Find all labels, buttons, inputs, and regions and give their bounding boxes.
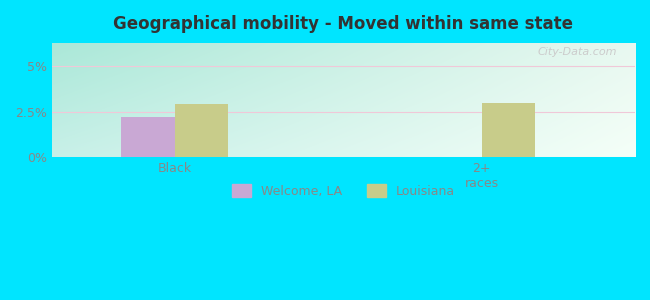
Title: Geographical mobility - Moved within same state: Geographical mobility - Moved within sam… <box>113 15 573 33</box>
Bar <box>175 104 228 157</box>
Legend: Welcome, LA, Louisiana: Welcome, LA, Louisiana <box>227 179 460 202</box>
Bar <box>121 117 175 157</box>
Bar <box>482 103 535 157</box>
Text: City-Data.com: City-Data.com <box>538 47 617 58</box>
